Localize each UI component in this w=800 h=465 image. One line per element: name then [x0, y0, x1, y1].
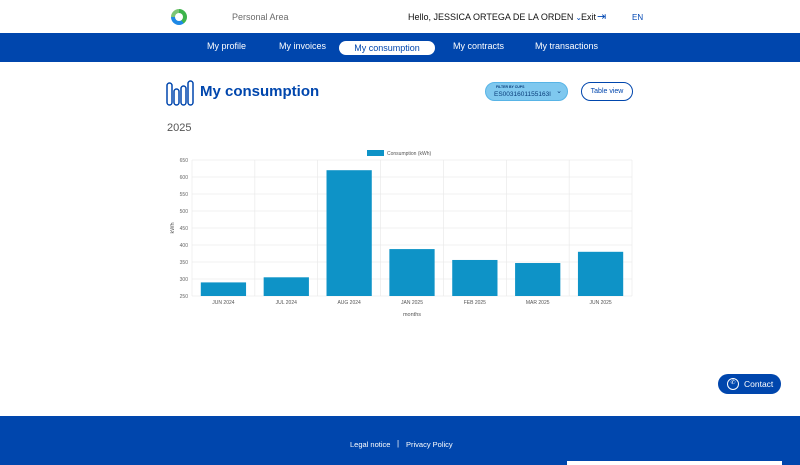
- y-tick-label: 650: [180, 158, 189, 164]
- bar: [389, 249, 435, 296]
- y-tick-label: 600: [180, 175, 189, 181]
- top-header: Personal Area Hello, JESSICA ORTEGA DE L…: [0, 0, 800, 33]
- main-nav: My profile My invoices My consumption My…: [0, 33, 800, 62]
- y-tick-label: 250: [180, 294, 189, 300]
- logo-icon[interactable]: [171, 9, 187, 25]
- footer-divider: |: [397, 439, 400, 448]
- user-greeting: Hello, JESSICA ORTEGA DE LA ORDEN: [408, 12, 574, 22]
- footer: Legal notice | Privacy Policy: [0, 416, 800, 465]
- chevron-down-icon: ⌄: [556, 88, 562, 95]
- consumption-bars-icon: [166, 80, 194, 106]
- nav-my-invoices[interactable]: My invoices: [279, 41, 327, 51]
- y-tick-label: 450: [180, 226, 189, 232]
- nav-my-profile[interactable]: My profile: [207, 41, 247, 51]
- bar: [577, 251, 624, 296]
- x-tick-label: JUN 2024: [212, 300, 234, 306]
- chevron-down-icon: ⌄: [575, 13, 583, 22]
- bar: [452, 259, 498, 296]
- x-tick-label: JUN 2025: [589, 300, 611, 306]
- y-tick-label: 350: [180, 260, 189, 266]
- legend-label: Consumption (kWh): [387, 151, 432, 157]
- logout-icon[interactable]: ⇥: [597, 11, 607, 23]
- legend-swatch: [367, 150, 384, 156]
- y-tick-label: 500: [180, 209, 189, 215]
- legal-notice-link[interactable]: Legal notice: [350, 440, 391, 449]
- x-tick-label: MAR 2025: [526, 300, 550, 306]
- whatsapp-icon: ✆: [727, 378, 739, 390]
- nav-my-consumption[interactable]: My consumption: [339, 41, 435, 55]
- personal-area-label: Personal Area: [232, 12, 289, 22]
- page-title: My consumption: [200, 83, 320, 100]
- y-axis-label: kWh: [170, 223, 176, 234]
- x-axis-label: months: [403, 312, 421, 318]
- filter-value: ES0031601155163I: [494, 91, 551, 98]
- exit-link[interactable]: Exit: [581, 12, 597, 22]
- x-tick-label: JAN 2025: [401, 300, 423, 306]
- y-tick-label: 400: [180, 243, 189, 249]
- x-tick-label: JUL 2024: [276, 300, 297, 306]
- cups-filter-dropdown[interactable]: FILTER BY CUPS ES0031601155163I ⌄: [485, 82, 568, 101]
- y-tick-label: 300: [180, 277, 189, 283]
- y-tick-label: 550: [180, 192, 189, 198]
- consumption-chart: 250 300 350 400 450 500 550 600 650 JUN 2024 JUL 2…: [170, 150, 633, 318]
- nav-my-contracts[interactable]: My contracts: [453, 41, 505, 51]
- bar: [326, 170, 372, 296]
- contact-button[interactable]: ✆ Contact: [718, 374, 781, 394]
- bar: [263, 277, 309, 296]
- year-heading: 2025: [167, 122, 192, 134]
- nav-my-transactions[interactable]: My transactions: [535, 41, 599, 51]
- user-menu[interactable]: Hello, JESSICA ORTEGA DE LA ORDEN ⌄: [408, 12, 582, 22]
- x-tick-label: AUG 2024: [337, 300, 361, 306]
- filter-label: FILTER BY CUPS: [496, 85, 525, 89]
- privacy-policy-link[interactable]: Privacy Policy: [406, 440, 453, 449]
- table-view-button[interactable]: Table view: [581, 82, 633, 101]
- footer-panel: [567, 461, 782, 465]
- contact-label: Contact: [744, 379, 774, 389]
- x-tick-label: FEB 2025: [464, 300, 486, 306]
- bar: [200, 282, 247, 296]
- bar: [515, 263, 561, 296]
- language-selector[interactable]: EN: [632, 13, 644, 22]
